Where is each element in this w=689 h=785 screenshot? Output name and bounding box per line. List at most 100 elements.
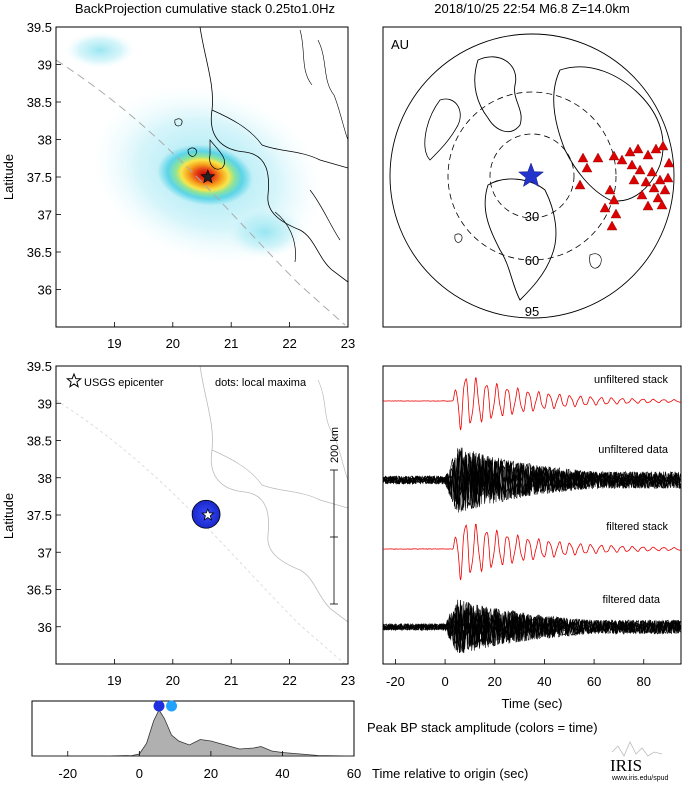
x-tick-label: -20	[386, 674, 405, 689]
x-tick-label: 40	[275, 766, 289, 781]
station-triangle-icon	[608, 194, 620, 205]
legend-star-icon	[65, 372, 83, 388]
plate-boundary	[56, 399, 346, 664]
legend-epicenter: USGS epicenter	[84, 377, 164, 389]
station-triangle-icon	[650, 143, 662, 154]
y-tick-label: 38	[38, 133, 52, 148]
plate-boundary	[56, 59, 346, 326]
x-tick-label: 23	[341, 673, 355, 688]
filtered-data-traces	[383, 599, 681, 654]
axes-frame	[382, 365, 682, 665]
station-triangle-icon	[646, 166, 658, 177]
y-axis-label: Latitude	[1, 493, 16, 539]
station-triangle-icon	[640, 176, 652, 187]
filtered-stack-trace	[383, 523, 681, 581]
energy-halo-nw	[65, 32, 135, 68]
x-tick-label: 60	[347, 766, 361, 781]
distance-ring-60	[447, 91, 617, 261]
axis-ticks: -20 0 20 40 60	[58, 751, 361, 781]
continent-asia	[553, 66, 664, 202]
station-triangle-icon	[606, 220, 618, 231]
station-triangle-icon	[656, 199, 668, 210]
trace-group	[383, 377, 681, 654]
x-tick-label: 60	[587, 674, 601, 689]
amplitude-area	[32, 709, 355, 757]
y-tick-label: 36	[38, 283, 52, 298]
station-triangle-icon	[657, 140, 669, 151]
landmass-west	[424, 98, 461, 161]
iris-logo: IRIS www.iris.edu/spud	[610, 741, 669, 782]
x-tick-label: 20	[488, 674, 502, 689]
unfiltered-stack-trace	[383, 377, 681, 431]
axis-ticks: 19 20 21 22 23 36 36.5 37 37.5 38 38.5 39 39.5	[27, 359, 356, 688]
station-triangle-icon	[663, 157, 675, 168]
amplitude-x-label: Time relative to origin (sec)	[372, 766, 528, 781]
station-triangle-icon	[662, 172, 674, 183]
x-tick-label: 0	[136, 766, 143, 781]
y-tick-label: 37.5	[27, 170, 52, 185]
logo-url: www.iris.edu/spud	[611, 775, 669, 782]
islands	[174, 118, 225, 170]
station-triangle-icon	[654, 174, 666, 185]
chart-title: BackProjection cumulative stack 0.25to1.…	[75, 1, 335, 16]
y-tick-label: 38.5	[27, 95, 52, 110]
ring-label-30: 30	[525, 209, 539, 224]
axis-ticks: -20 0 20 40 60 80	[386, 659, 651, 689]
trace-label-unfiltered-stack: unfiltered stack	[594, 374, 668, 386]
station-triangle-icon	[610, 208, 622, 219]
data-trace	[383, 453, 681, 512]
x-tick-label: 22	[282, 336, 296, 351]
trace-label-filtered-stack: filtered stack	[606, 521, 668, 533]
panel-backprojection-map: 19 20 21 22 23 36 36.5 37 37.5 38 38.5 39 39.5 Latit…	[1, 20, 355, 351]
amplitude-title: Peak BP stack amplitude (colors = time)	[367, 720, 598, 735]
station-triangle-icon	[608, 150, 620, 161]
epicenter-star-icon	[201, 507, 215, 521]
coastline-gulf	[211, 379, 348, 509]
x-tick-label: 21	[224, 673, 238, 688]
energy-halo-se	[225, 206, 305, 258]
station-triangle-icon	[574, 179, 586, 190]
y-tick-label: 36	[38, 620, 52, 635]
islands	[454, 233, 602, 269]
station-triangle-icon	[616, 154, 628, 165]
maxima-time-dot	[166, 700, 178, 712]
coastline	[199, 366, 348, 623]
ring-label-60: 60	[525, 253, 539, 268]
x-tick-label: 80	[637, 674, 651, 689]
station-triangle-icon	[634, 164, 646, 175]
y-tick-label: 39.5	[27, 20, 52, 35]
corner-label: AU	[391, 37, 409, 52]
station-triangle-icon	[599, 202, 611, 213]
x-tick-label: 20	[166, 336, 180, 351]
x-tick-label: 22	[282, 673, 296, 688]
y-tick-label: 37	[38, 545, 52, 560]
y-tick-label: 38.5	[27, 434, 52, 449]
station-triangle-icon	[604, 184, 616, 195]
y-tick-label: 39.5	[27, 359, 52, 374]
station-triangle-icon	[577, 152, 589, 163]
station-triangle-icon	[648, 182, 660, 193]
axis-ticks: 19 20 21 22 23 36 36.5 37 37.5 38 38.5 39 39.5	[27, 20, 356, 351]
unfiltered-data-traces	[383, 447, 681, 513]
station-triangle-icon	[642, 200, 654, 211]
x-tick-label: 23	[341, 336, 355, 351]
y-tick-label: 36.5	[27, 583, 52, 598]
y-tick-label: 37.5	[27, 508, 52, 523]
y-tick-label: 39	[38, 396, 52, 411]
panel-local-maxima-map: 19 20 21 22 23 36 36.5 37 37.5 38 38.5 39 39.5 Latit…	[1, 359, 355, 688]
station-triangle-icon	[626, 159, 638, 170]
coastline-east	[299, 29, 348, 141]
station-triangles	[574, 140, 675, 231]
station-triangle-icon	[659, 184, 671, 195]
y-axis-label: Latitude	[1, 154, 16, 200]
station-triangle-icon	[652, 192, 664, 203]
x-tick-label: 0	[441, 674, 448, 689]
trace-label-filtered-data: filtered data	[603, 594, 661, 606]
legend-maxima: dots: local maxima	[215, 377, 307, 389]
data-trace	[383, 599, 681, 653]
x-axis-label: Time (sec)	[502, 696, 563, 711]
coastline-gulf	[211, 109, 348, 169]
station-triangle-icon	[636, 189, 648, 200]
x-tick-label: 19	[107, 336, 121, 351]
